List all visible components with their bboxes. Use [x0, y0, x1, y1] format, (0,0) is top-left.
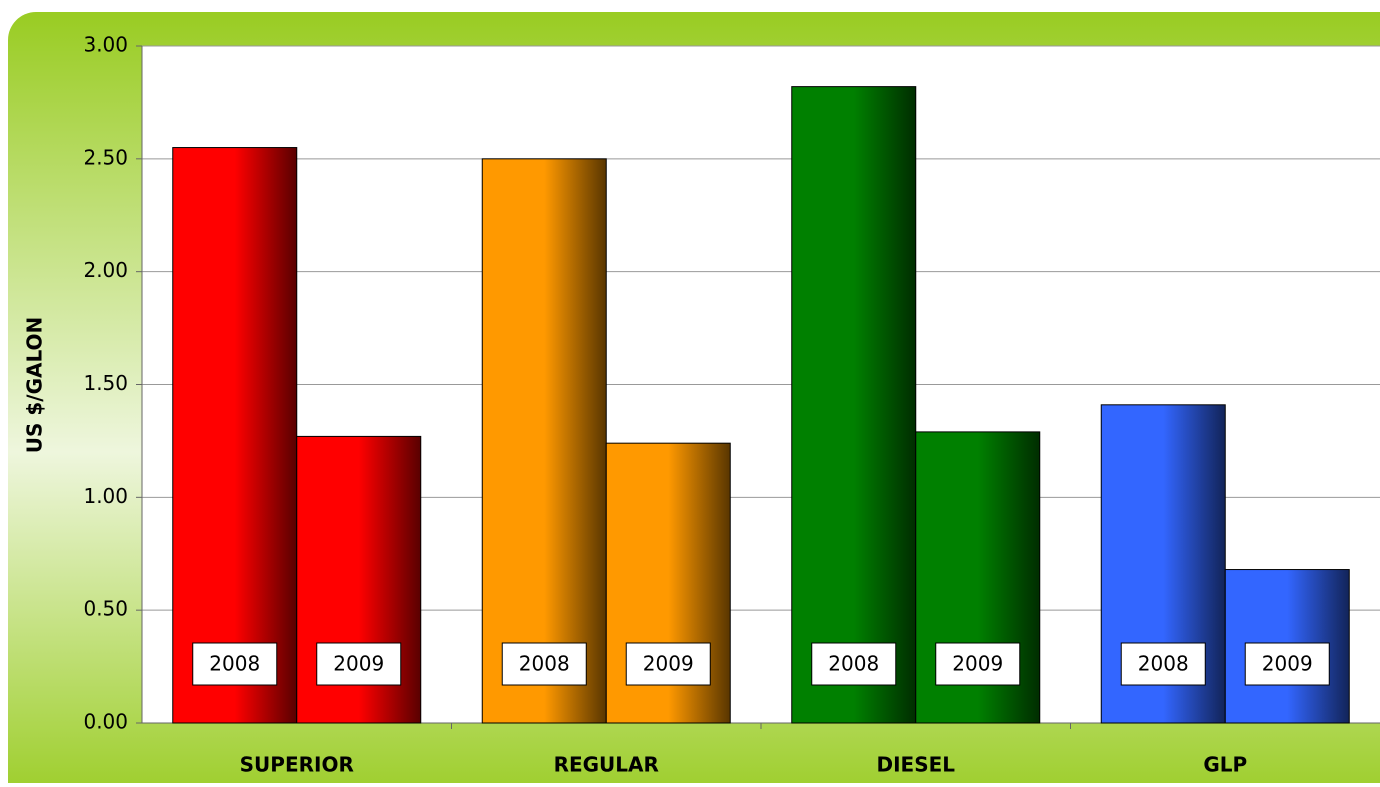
x-tick-label: REGULAR: [554, 753, 659, 777]
x-tick-label: SUPERIOR: [240, 753, 354, 777]
label-box: [1244, 642, 1330, 686]
y-tick-label: 1.00: [83, 484, 128, 508]
y-tick-label: 2.50: [83, 145, 128, 169]
y-tick-label: 2.00: [83, 258, 128, 282]
series-label: 2008: [828, 652, 879, 676]
y-tick-label: 3.00: [83, 33, 128, 57]
bar: [172, 147, 298, 724]
label-box: [935, 642, 1021, 686]
label-box: [316, 642, 402, 686]
y-tick-label: 0.50: [83, 597, 128, 621]
x-tick-label: DIESEL: [876, 753, 955, 777]
series-label: 2008: [1138, 652, 1189, 676]
y-axis-title: US $/GALON: [23, 317, 47, 454]
series-label: 2008: [209, 652, 260, 676]
label-box: [811, 642, 897, 686]
series-label: 2009: [952, 652, 1003, 676]
series-label: 2009: [643, 652, 694, 676]
y-tick-label: 1.50: [83, 371, 128, 395]
series-label: 2009: [333, 652, 384, 676]
label-box: [1120, 642, 1206, 686]
x-tick-label: GLP: [1203, 753, 1247, 777]
series-label: 2009: [1262, 652, 1313, 676]
label-box: [192, 642, 278, 686]
bar: [791, 86, 917, 724]
label-box: [625, 642, 711, 686]
y-tick-label: 0.00: [83, 710, 128, 734]
bar: [481, 158, 607, 724]
series-label: 2008: [519, 652, 570, 676]
label-box: [501, 642, 587, 686]
